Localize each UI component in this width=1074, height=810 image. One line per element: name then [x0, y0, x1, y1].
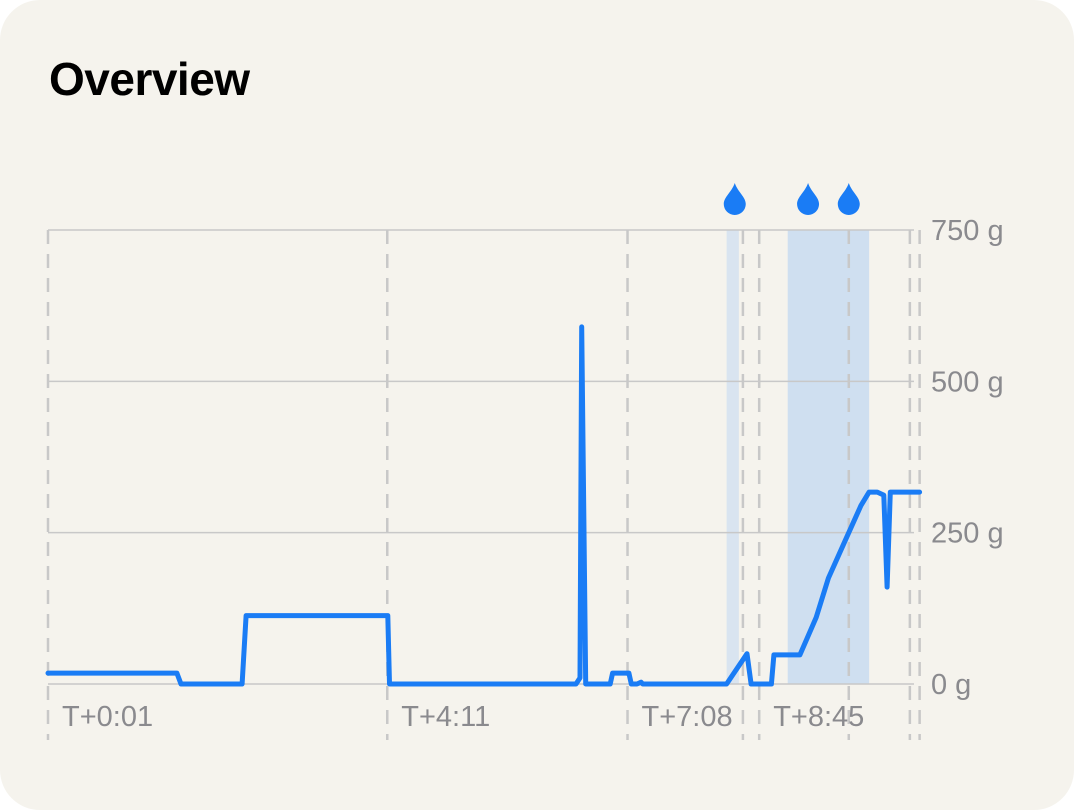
water-drop-icon	[723, 183, 746, 216]
series-line	[45, 324, 923, 687]
y-tick-label: 0 g	[931, 669, 971, 701]
water-drop-icon	[797, 183, 820, 216]
y-tick-label: 250 g	[931, 518, 1004, 550]
card-title: Overview	[49, 53, 250, 105]
x-tick-label: T+7:08	[642, 701, 733, 733]
y-tick-label: 750 g	[931, 215, 1004, 247]
y-tick-label: 500 g	[931, 366, 1004, 398]
x-tick-label: T+0:01	[62, 701, 153, 733]
shaded-range	[787, 230, 870, 684]
shaded-range	[726, 230, 739, 684]
water-drop-icon	[837, 183, 860, 216]
x-tick-label: T+8:45	[773, 701, 864, 733]
x-tick-label: T+4:11	[401, 701, 490, 733]
